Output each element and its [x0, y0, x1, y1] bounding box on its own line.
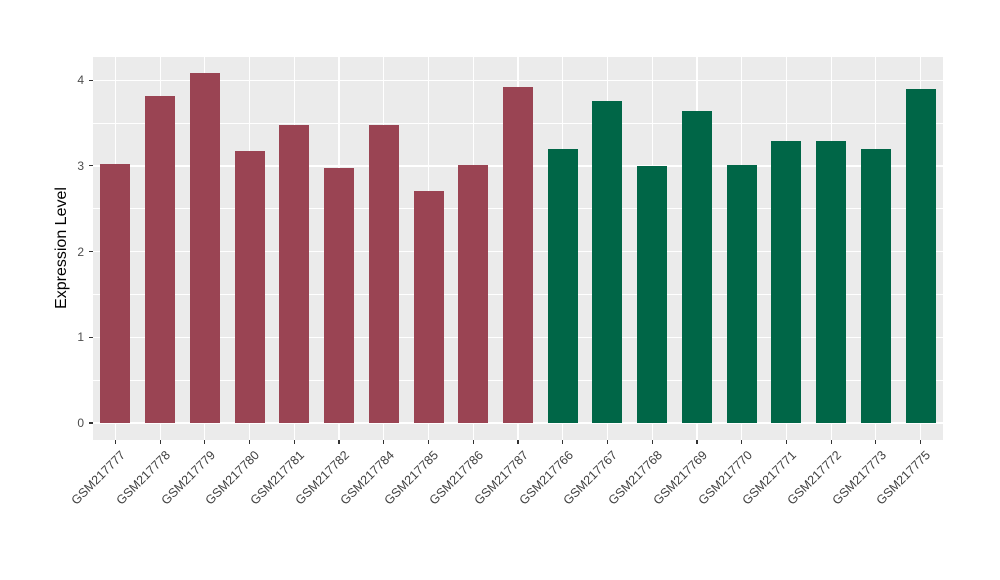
bar [368, 124, 399, 423]
bar [726, 165, 757, 423]
x-axis-tick [741, 440, 743, 444]
bar [905, 88, 936, 423]
x-axis-tick [875, 440, 877, 444]
bar [547, 148, 578, 423]
bar [145, 95, 176, 423]
bar [324, 168, 355, 423]
y-axis-tick [89, 79, 93, 81]
x-axis-tick [517, 440, 519, 444]
x-axis-tick [248, 440, 251, 444]
x-axis-tick [114, 440, 116, 444]
bar [860, 148, 891, 423]
y-tick-label: 0 [77, 416, 84, 430]
x-axis-tick [293, 440, 295, 444]
bar [413, 190, 444, 423]
x-axis-tick [338, 440, 340, 444]
y-tick-label: 2 [77, 244, 84, 259]
bar [503, 87, 533, 423]
bar [771, 141, 802, 423]
x-axis-tick [651, 440, 653, 444]
x-axis-tick [920, 440, 922, 444]
bar [279, 124, 310, 423]
y-axis-tick [89, 422, 93, 424]
x-axis-tick [383, 440, 385, 444]
bar [592, 100, 623, 423]
y-tick-label: 4 [77, 73, 84, 88]
plot-panel [93, 57, 943, 440]
x-axis-tick [606, 440, 609, 444]
bar [189, 73, 220, 423]
x-axis-tick [472, 440, 474, 444]
x-axis-tick [785, 440, 787, 444]
bar [458, 165, 489, 423]
x-axis-tick [204, 440, 206, 444]
bar [816, 141, 847, 423]
bar [234, 151, 265, 423]
x-axis-tick [562, 440, 564, 444]
y-axis-tick [89, 251, 93, 253]
x-axis-tick [696, 440, 698, 444]
x-axis-tick [830, 440, 832, 444]
y-tick-label: 1 [77, 330, 84, 345]
y-axis-tick [89, 336, 93, 338]
bar [637, 165, 668, 423]
x-axis-tick [427, 440, 430, 444]
bar [100, 164, 131, 423]
x-axis-tick [159, 440, 161, 444]
y-axis-tick [89, 165, 93, 167]
bar [681, 111, 712, 423]
y-tick-label: 3 [77, 158, 84, 173]
